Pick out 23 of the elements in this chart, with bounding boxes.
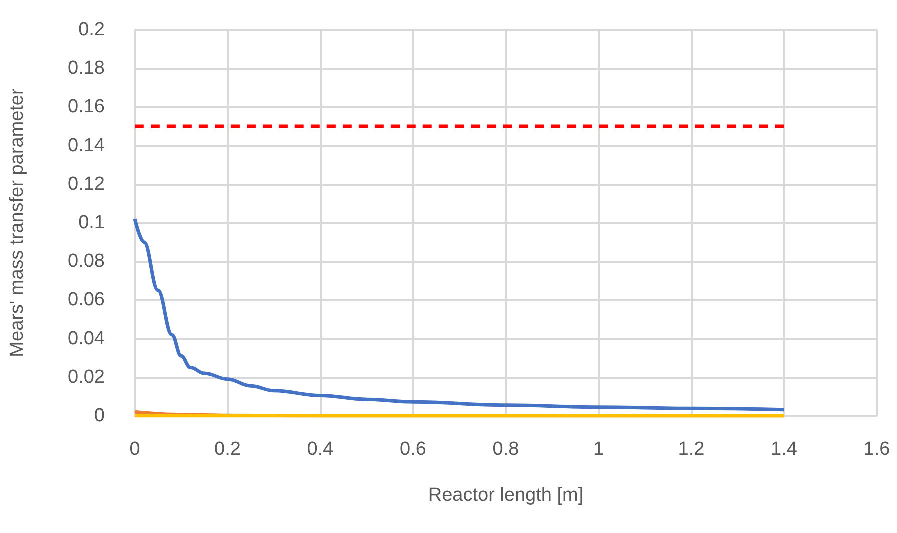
x-tick-label: 1.4 <box>771 439 798 460</box>
x-tick-label: 0.2 <box>214 439 241 460</box>
x-tick-label: 0.4 <box>307 439 334 460</box>
x-axis-title: Reactor length [m] <box>428 485 584 506</box>
y-tick-label: 0 <box>94 406 105 426</box>
line-series <box>133 217 786 412</box>
y-tick-label: 0.18 <box>68 58 105 80</box>
y-tick-label: 0.12 <box>68 174 105 195</box>
y-tick-label: 0.02 <box>68 366 105 388</box>
y-tick-label: 0.2 <box>78 20 105 40</box>
x-tick-label: 0 <box>130 439 140 460</box>
x-tick-label: 1.6 <box>864 439 890 460</box>
y-tick-label: 0.16 <box>68 96 105 118</box>
x-tick-label: 1.2 <box>678 439 705 460</box>
y-tick-label: 0.06 <box>68 290 105 311</box>
x-tick-label: 1 <box>593 439 604 460</box>
y-tick-label: 0.08 <box>68 251 105 272</box>
y-tick-label: 0.14 <box>68 135 106 156</box>
x-tick-label: 0.8 <box>492 439 520 460</box>
y-tick-label: 0.1 <box>78 212 105 234</box>
x-tick-label: 0.6 <box>400 439 426 460</box>
y-tick-label: 0.04 <box>68 328 106 350</box>
y-axis-title: Mears' mass transfer parameter <box>7 88 28 358</box>
